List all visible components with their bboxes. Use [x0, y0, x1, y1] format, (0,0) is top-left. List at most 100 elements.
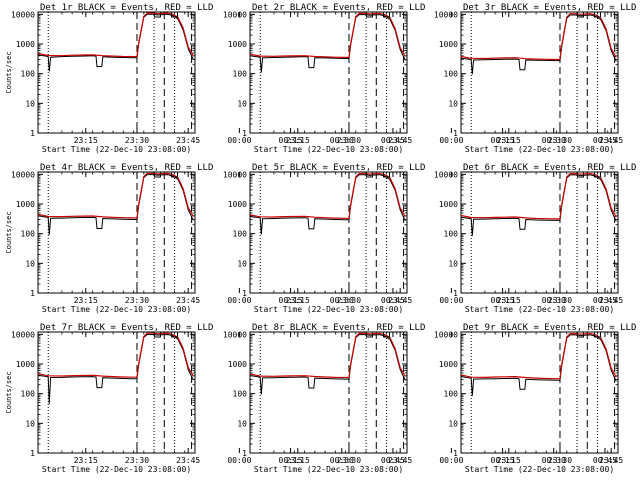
y-tick-label: 100 — [233, 390, 248, 399]
panel-8: Det 8r BLACK = Events, RED = LLD11010010… — [223, 323, 617, 474]
series-lld — [460, 172, 617, 220]
plot-frame — [249, 331, 408, 454]
x-tick-label: 23:15 — [497, 456, 521, 465]
x-tick-label: 00:00 — [227, 296, 251, 305]
y-tick-label: 1 — [242, 449, 247, 458]
x-tick-label: 00:45 — [593, 456, 617, 465]
y-tick-label: 10000 — [223, 10, 247, 19]
top-marker — [576, 172, 584, 178]
y-tick-label: 1000 — [439, 40, 458, 49]
top-marker — [576, 332, 584, 338]
x-tick-label: 00:45 — [593, 136, 617, 145]
series-events — [37, 174, 194, 236]
series-events — [460, 174, 617, 236]
top-marker — [383, 172, 391, 178]
y-tick-label: 100 — [444, 230, 459, 239]
y-tick-label: 10 — [237, 99, 247, 108]
y-tick-label: 10000 — [434, 330, 458, 339]
panel-2: Det 2r BLACK = Events, RED = LLD 1 10 100 10… — [223, 3, 617, 154]
y-tick-label: 100 — [444, 390, 459, 399]
x-tick-label: 00:15 — [279, 136, 303, 145]
x-tick-label: 00:15 — [491, 136, 515, 145]
top-marker — [153, 12, 161, 18]
series-lld — [460, 13, 617, 61]
x-tick-label: 23:45 — [388, 456, 412, 465]
y-tick-label: 1 — [30, 129, 35, 138]
x-tick-label: 23:30 — [548, 136, 572, 145]
series-events — [460, 14, 617, 75]
plot-frame — [37, 171, 196, 294]
y-tick-label: 10 — [25, 99, 35, 108]
series-lld — [37, 12, 194, 58]
y-tick-label: 100 — [233, 230, 248, 239]
x-tick-label: 23:30 — [548, 296, 572, 305]
x-tick-label: 23:30 — [337, 136, 361, 145]
y-tick-label: 1000 — [16, 40, 35, 49]
top-marker — [171, 332, 179, 338]
x-tick-label: 23:15 — [497, 136, 521, 145]
x-tick-label: 00:30 — [330, 296, 354, 305]
plot-frame — [460, 171, 619, 294]
top-marker — [171, 12, 179, 18]
x-axis-label: Start Time (22-Dec-10 23:08:00) — [42, 305, 191, 314]
panel-5: Det 5r BLACK = Events, RED = LLD 1 10 100 10… — [223, 163, 617, 314]
x-tick-label: 23:15 — [286, 136, 310, 145]
y-axis-label: Counts/sec — [5, 211, 13, 253]
y-tick-label: 10 — [448, 99, 458, 108]
y-tick-label: 1000 — [439, 360, 458, 369]
x-tick-label: 23:15 — [74, 136, 98, 145]
series-lld — [249, 332, 406, 379]
y-tick-label: 1000 — [228, 360, 247, 369]
y-tick-label: 1 — [242, 289, 247, 298]
y-tick-label: 1000 — [16, 200, 35, 209]
top-marker — [171, 172, 179, 178]
panel-title: Det 1r BLACK = Events, RED = LLD — [40, 3, 213, 13]
top-marker — [153, 332, 161, 338]
panel-title: Det 2r BLACK = Events, RED = LLD — [252, 3, 425, 13]
x-tick-label: 23:15 — [497, 296, 521, 305]
y-tick-label: 1000 — [16, 360, 35, 369]
x-tick-label: 23:45 — [176, 296, 200, 305]
x-tick-label: 00:30 — [542, 296, 566, 305]
panel-4: Det 4r BLACK = Events, RED = LLD11010010… — [5, 163, 405, 314]
y-tick-label: 1 — [453, 449, 458, 458]
y-tick-label: 10 — [237, 419, 247, 428]
x-tick-label: 00:00 — [439, 296, 463, 305]
y-tick-label: 100 — [21, 230, 36, 239]
top-marker — [594, 12, 602, 18]
x-axis-label: Start Time (22-Dec-10 23:08:00) — [42, 145, 191, 154]
x-axis-label: Start Time (22-Dec-10 23:08:00) — [465, 305, 614, 314]
series-events — [249, 14, 406, 73]
x-tick-label: 00:45 — [381, 456, 405, 465]
top-marker — [365, 172, 373, 178]
series-lld — [37, 332, 194, 378]
top-marker — [365, 332, 373, 338]
x-tick-label: 00:45 — [381, 136, 405, 145]
x-tick-label: 00:00 — [439, 136, 463, 145]
y-tick-label: 1 — [30, 289, 35, 298]
y-tick-label: 10 — [448, 419, 458, 428]
y-tick-label: 1 — [242, 129, 247, 138]
y-tick-label: 10 — [448, 259, 458, 268]
x-axis-label: Start Time (22-Dec-10 23:08:00) — [254, 305, 403, 314]
x-tick-label: 23:30 — [337, 456, 361, 465]
x-tick-label: 23:45 — [599, 456, 623, 465]
y-axis-label: Counts/sec — [5, 371, 13, 413]
y-tick-label: 10 — [25, 419, 35, 428]
y-tick-label: 100 — [233, 70, 248, 79]
series-lld — [460, 332, 617, 380]
x-axis-label: Start Time (22-Dec-10 23:08:00) — [254, 465, 403, 474]
panel-3: Det 3r BLACK = Events, RED = LLD 1 10 100 10… — [434, 3, 636, 154]
x-axis-label: Start Time (22-Dec-10 23:08:00) — [42, 465, 191, 474]
x-tick-label: 23:30 — [125, 296, 149, 305]
y-tick-label: 10000 — [223, 170, 247, 179]
x-tick-label: 00:15 — [491, 296, 515, 305]
plot-frame — [460, 331, 619, 454]
x-tick-label: 00:15 — [279, 296, 303, 305]
y-tick-label: 100 — [444, 70, 459, 79]
top-marker — [365, 12, 373, 18]
series-events — [37, 333, 194, 405]
y-tick-label: 10000 — [11, 10, 35, 19]
panel-title: Det 5r BLACK = Events, RED = LLD — [252, 163, 425, 173]
x-tick-label: 23:15 — [286, 456, 310, 465]
